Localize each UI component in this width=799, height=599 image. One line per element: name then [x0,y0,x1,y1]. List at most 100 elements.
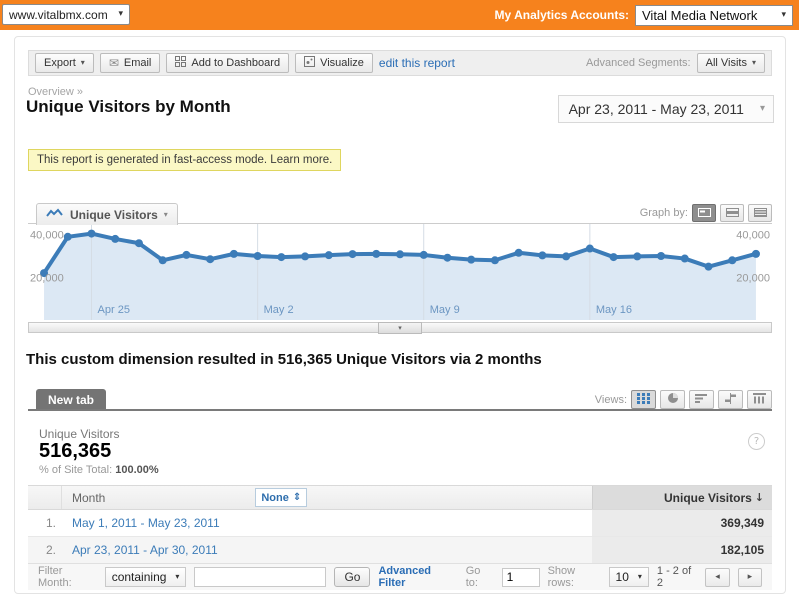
site-select[interactable]: www.vitalbmx.com ▾ [2,4,130,25]
help-icon[interactable]: ? [748,433,765,450]
sparkline-icon [46,208,64,222]
go-button[interactable]: Go [334,567,371,587]
svg-text:May 9: May 9 [430,304,460,316]
sort-desc-icon: ↓ [754,491,764,504]
caret-down-icon: ▾ [175,572,180,581]
month-header-label: Month [72,490,106,505]
chart-timeline-slider[interactable]: ▾ [28,322,772,334]
month-sort-value: None [261,491,289,504]
table-row: 1. May 1, 2011 - May 23, 2011 369,349 [28,510,772,537]
advanced-segments-label: Advanced Segments: [586,57,691,69]
email-label: Email [123,57,152,69]
show-rows-select[interactable]: 10 ▾ [608,567,649,587]
table-header-row: Month None ⇕ Unique Visitors ↓ [28,485,772,510]
svg-text:20,000: 20,000 [30,272,64,284]
row-value: 182,105 [592,537,772,563]
views-area: Views: [595,390,772,409]
view-table-button[interactable] [631,390,656,409]
views-label: Views: [594,393,627,406]
accounts-area: My Analytics Accounts: Vital Media Netwo… [495,0,793,30]
fast-access-notice[interactable]: This report is generated in fast-access … [28,149,342,171]
show-rows-value: 10 [615,570,629,584]
line-chart[interactable]: Apr 25 May 2 May 9 May 16 20,000 20,000 40,000… [28,223,772,320]
advanced-segments-dropdown[interactable]: All Visits ▾ [696,53,765,73]
table-footer: Filter Month: containing ▾ Go Advanced F… [28,563,772,590]
site-total-value: 100.00% [115,464,159,476]
graph-by-label: Graph by: [639,207,688,219]
email-button[interactable]: ✉ Email [99,53,161,73]
value-column-header[interactable]: Unique Visitors ↓ [592,486,772,509]
graph-by-day-button[interactable] [692,204,716,222]
range-text: 1 - 2 of 2 [656,565,692,589]
table-row: 2. Apr 23, 2011 - Apr 30, 2011 182,105 [28,537,772,564]
metric-selector-label: Unique Visitors [70,207,158,222]
accounts-label: My Analytics Accounts: [494,8,629,22]
caret-down-icon: ▾ [80,58,85,67]
date-range-selector[interactable]: Apr 23, 2011 - May 23, 2011 ▾ [557,95,774,123]
month-link[interactable]: Apr 23, 2011 - Apr 30, 2011 [72,543,218,557]
edit-report-link[interactable]: edit this report [378,56,455,70]
graph-by-week-button[interactable] [720,204,744,222]
pivot-view-icon [753,392,766,407]
prev-page-button[interactable]: ◂ [705,567,730,587]
dashboard-icon [175,56,187,70]
graph-by-day-icon [697,206,711,220]
row-month-cell: Apr 23, 2011 - Apr 30, 2011 [62,537,592,563]
graph-by-area: Graph by: [640,204,772,222]
caret-down-icon: ▾ [118,9,123,19]
visualize-label: Visualize [320,57,364,69]
summary-text: This custom dimension resulted in 516,36… [26,351,542,368]
view-pie-button[interactable] [660,390,685,409]
metric-name: Unique Visitors [39,427,120,441]
export-label: Export [44,57,76,69]
chart-collapse-handle[interactable]: ▾ [378,322,422,334]
advanced-filter-link[interactable]: Advanced Filter [378,565,432,589]
goto-input[interactable] [501,567,540,587]
pie-view-icon [667,392,679,407]
add-to-dashboard-button[interactable]: Add to Dashboard [166,53,290,73]
filter-operator-select[interactable]: containing ▾ [104,567,187,587]
comparison-view-icon [724,392,737,407]
graph-by-month-button[interactable] [748,204,772,222]
goto-label: Go to: [465,565,481,589]
value-header-label: Unique Visitors [663,490,752,505]
tab-bar-divider [28,409,772,411]
date-range-value: Apr 23, 2011 - May 23, 2011 [568,101,744,117]
view-pivot-button[interactable] [747,390,772,409]
page-title: Unique Visitors by Month [26,97,231,116]
row-index: 1. [45,516,56,530]
sort-both-icon: ⇕ [292,491,302,503]
advanced-segments-value: All Visits [705,57,747,69]
svg-text:May 2: May 2 [264,304,294,316]
visualize-button[interactable]: Visualize [295,53,373,73]
tab-new-tab[interactable]: New tab [36,389,107,411]
breadcrumb[interactable]: Overview » [28,86,84,98]
data-table: Month None ⇕ Unique Visitors ↓ 1. May 1,… [28,485,772,564]
svg-text:20,000: 20,000 [736,272,770,284]
account-select[interactable]: Vital Media Network ▾ [635,4,793,26]
caret-down-icon: ▾ [759,103,765,114]
graph-by-month-icon [753,206,767,220]
filter-input[interactable] [194,567,327,587]
export-button[interactable]: Export ▾ [35,53,94,73]
view-comparison-button[interactable] [718,390,743,409]
caret-down-icon: ▾ [781,9,786,20]
caret-down-icon: ▾ [637,572,642,581]
view-performance-button[interactable] [689,390,714,409]
month-sort-dropdown[interactable]: None ⇕ [255,488,308,507]
caret-down-icon: ▾ [751,58,756,67]
filter-label: Filter Month: [38,565,72,589]
email-icon: ✉ [108,56,119,70]
next-page-button[interactable]: ▸ [737,567,763,587]
index-column-header [28,486,62,509]
svg-text:40,000: 40,000 [736,230,770,242]
month-link[interactable]: May 1, 2011 - May 23, 2011 [72,516,220,530]
advanced-segments-area: Advanced Segments: All Visits ▾ [586,53,765,73]
row-index: 2. [45,543,56,557]
metric-site-total: % of Site Total: 100.00% [39,464,159,476]
site-total-label: % of Site Total: [39,464,113,476]
metric-selector[interactable]: Unique Visitors ▾ [36,203,178,225]
report-toolbar: Export ▾ ✉ Email Add to Dashboard Visual… [28,50,772,76]
performance-bars-icon [695,393,708,407]
report-container: Export ▾ ✉ Email Add to Dashboard Visual… [14,36,786,594]
